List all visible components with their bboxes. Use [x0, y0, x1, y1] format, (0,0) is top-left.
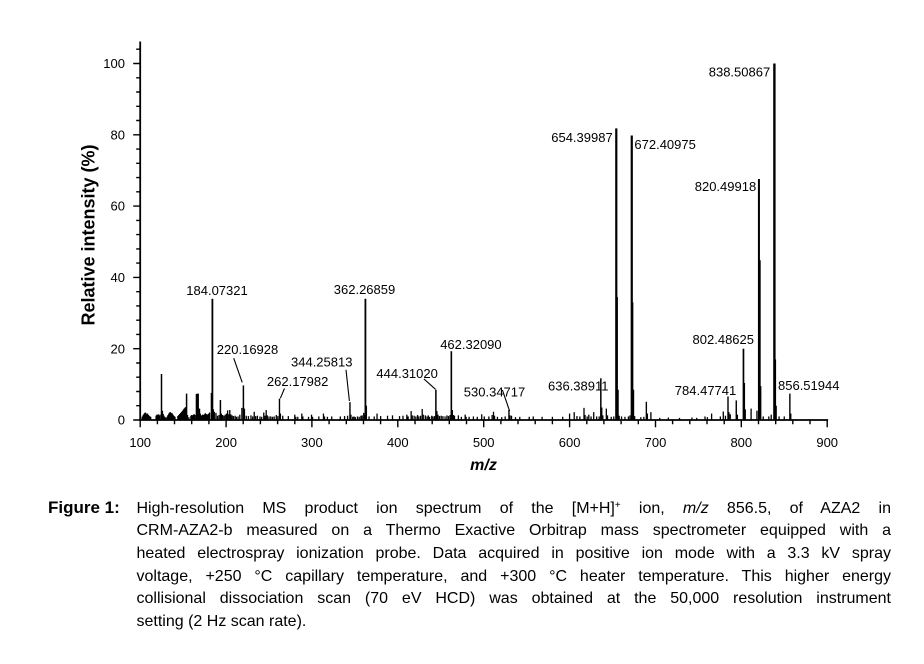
svg-text:20: 20 — [111, 341, 125, 356]
svg-text:800: 800 — [730, 435, 752, 450]
svg-text:0: 0 — [118, 413, 125, 428]
svg-text:400: 400 — [387, 435, 409, 450]
svg-text:362.26859: 362.26859 — [334, 282, 395, 297]
svg-text:Relative intensity (%): Relative intensity (%) — [79, 144, 99, 325]
svg-text:636.38911: 636.38911 — [548, 378, 609, 393]
svg-text:40: 40 — [111, 270, 125, 285]
svg-text:80: 80 — [111, 127, 125, 142]
svg-text:672.40975: 672.40975 — [634, 137, 695, 152]
svg-text:100: 100 — [129, 435, 151, 450]
svg-text:600: 600 — [559, 435, 581, 450]
svg-text:500: 500 — [473, 435, 495, 450]
svg-text:m/z: m/z — [470, 457, 497, 474]
svg-text:838.50867: 838.50867 — [709, 65, 770, 80]
svg-text:856.51944: 856.51944 — [778, 378, 839, 393]
svg-text:220.16928: 220.16928 — [217, 342, 278, 357]
svg-text:462.32090: 462.32090 — [440, 337, 501, 352]
svg-text:820.49918: 820.49918 — [695, 179, 756, 194]
svg-text:184.07321: 184.07321 — [186, 283, 247, 298]
svg-text:262.17982: 262.17982 — [267, 374, 328, 389]
svg-text:444.31020: 444.31020 — [376, 366, 437, 381]
svg-text:100: 100 — [103, 56, 125, 71]
svg-text:60: 60 — [111, 199, 125, 214]
svg-text:700: 700 — [645, 435, 667, 450]
svg-text:300: 300 — [301, 435, 323, 450]
svg-text:784.47741: 784.47741 — [675, 383, 736, 398]
svg-text:802.48625: 802.48625 — [693, 332, 754, 347]
svg-text:344.25813: 344.25813 — [291, 354, 352, 369]
svg-text:900: 900 — [816, 435, 838, 450]
svg-text:200: 200 — [215, 435, 237, 450]
svg-text:654.39987: 654.39987 — [551, 130, 612, 145]
svg-text:530.34717: 530.34717 — [464, 385, 525, 400]
